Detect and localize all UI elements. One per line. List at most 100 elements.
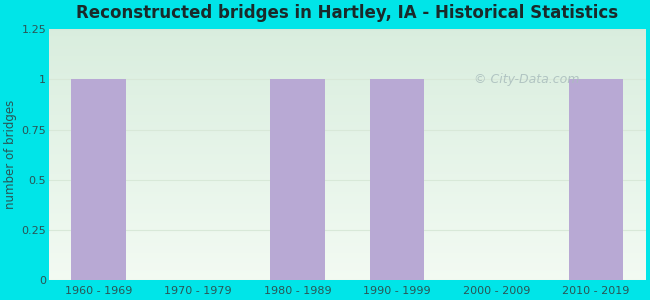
Bar: [49, 186, 646, 188]
Bar: [49, 91, 646, 92]
Bar: [49, 117, 646, 118]
Bar: [49, 195, 646, 196]
Bar: [49, 143, 646, 145]
Bar: [49, 161, 646, 162]
Bar: [49, 221, 646, 223]
Bar: [49, 219, 646, 220]
Bar: [49, 53, 646, 54]
Bar: [49, 102, 646, 103]
Bar: [49, 74, 646, 76]
Bar: [569, 80, 623, 280]
Bar: [49, 69, 646, 71]
Bar: [49, 86, 646, 87]
Bar: [49, 162, 646, 164]
Bar: [49, 269, 646, 270]
Bar: [49, 256, 646, 258]
Bar: [49, 191, 646, 192]
Bar: [49, 43, 646, 44]
Bar: [49, 248, 646, 249]
Bar: [49, 206, 646, 208]
Bar: [49, 266, 646, 268]
Bar: [49, 100, 646, 101]
Bar: [49, 212, 646, 214]
Bar: [49, 272, 646, 273]
Bar: [49, 145, 646, 146]
Bar: [49, 61, 646, 62]
Bar: [49, 94, 646, 96]
Bar: [49, 107, 646, 108]
Bar: [49, 33, 646, 34]
Bar: [49, 225, 646, 226]
Bar: [49, 112, 646, 113]
Bar: [49, 36, 646, 37]
Bar: [49, 232, 646, 234]
Bar: [49, 150, 646, 151]
Bar: [49, 184, 646, 185]
Bar: [49, 175, 646, 176]
Bar: [49, 59, 646, 61]
Bar: [49, 243, 646, 244]
Bar: [49, 96, 646, 97]
Bar: [49, 178, 646, 180]
Bar: [49, 93, 646, 94]
Bar: [49, 205, 646, 206]
Bar: [49, 262, 646, 263]
Bar: [49, 72, 646, 73]
Bar: [49, 166, 646, 167]
Bar: [49, 189, 646, 190]
Bar: [49, 116, 646, 117]
Bar: [370, 80, 424, 280]
Bar: [49, 270, 646, 272]
Bar: [49, 169, 646, 170]
Bar: [49, 105, 646, 106]
Bar: [49, 44, 646, 46]
Bar: [49, 238, 646, 239]
Bar: [49, 106, 646, 107]
Bar: [49, 268, 646, 269]
Bar: [49, 152, 646, 154]
Bar: [49, 62, 646, 63]
Bar: [49, 157, 646, 158]
Bar: [49, 34, 646, 36]
Bar: [49, 57, 646, 58]
Bar: [49, 88, 646, 89]
Bar: [49, 160, 646, 161]
Bar: [49, 155, 646, 156]
Bar: [49, 37, 646, 38]
Bar: [49, 80, 646, 81]
Bar: [49, 85, 646, 86]
Bar: [49, 87, 646, 88]
Bar: [49, 246, 646, 247]
Bar: [49, 230, 646, 231]
Bar: [49, 89, 646, 91]
Y-axis label: number of bridges: number of bridges: [4, 100, 17, 209]
Bar: [49, 142, 646, 143]
Bar: [49, 58, 646, 59]
Bar: [49, 214, 646, 215]
Bar: [49, 264, 646, 265]
Bar: [49, 126, 646, 127]
Bar: [49, 135, 646, 136]
Bar: [49, 185, 646, 186]
Bar: [49, 118, 646, 120]
Bar: [49, 115, 646, 116]
Bar: [49, 128, 646, 130]
Bar: [49, 137, 646, 139]
Bar: [49, 192, 646, 194]
Bar: [49, 220, 646, 221]
Bar: [49, 250, 646, 251]
Bar: [49, 211, 646, 212]
Bar: [49, 110, 646, 111]
Bar: [49, 181, 646, 182]
Bar: [49, 111, 646, 112]
Bar: [49, 196, 646, 197]
Bar: [49, 154, 646, 155]
Bar: [49, 279, 646, 280]
Bar: [49, 194, 646, 195]
Bar: [49, 125, 646, 126]
Bar: [49, 188, 646, 189]
Bar: [49, 130, 646, 131]
Bar: [49, 258, 646, 259]
Bar: [49, 29, 646, 31]
Bar: [49, 208, 646, 209]
